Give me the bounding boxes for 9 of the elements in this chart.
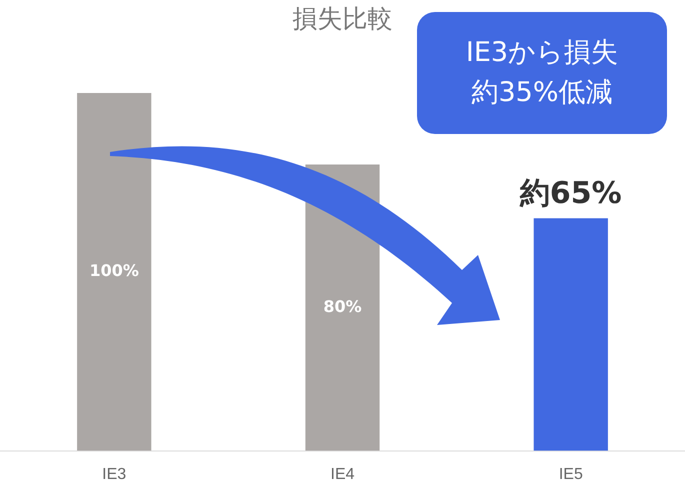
data-label: 80% (323, 296, 362, 316)
x-tick-label: IE5 (558, 466, 583, 483)
x-tick-label: IE3 (102, 466, 126, 483)
annotation: IE3から損失約35%低減 (464, 36, 620, 110)
callout-box: IE3から損失約35%低減 (417, 12, 667, 134)
x-tick-label: IE4 (330, 466, 355, 483)
data-label: 約65% (518, 176, 622, 212)
data-label: 100% (89, 261, 139, 280)
chart-title: 損失比較 (292, 3, 394, 35)
